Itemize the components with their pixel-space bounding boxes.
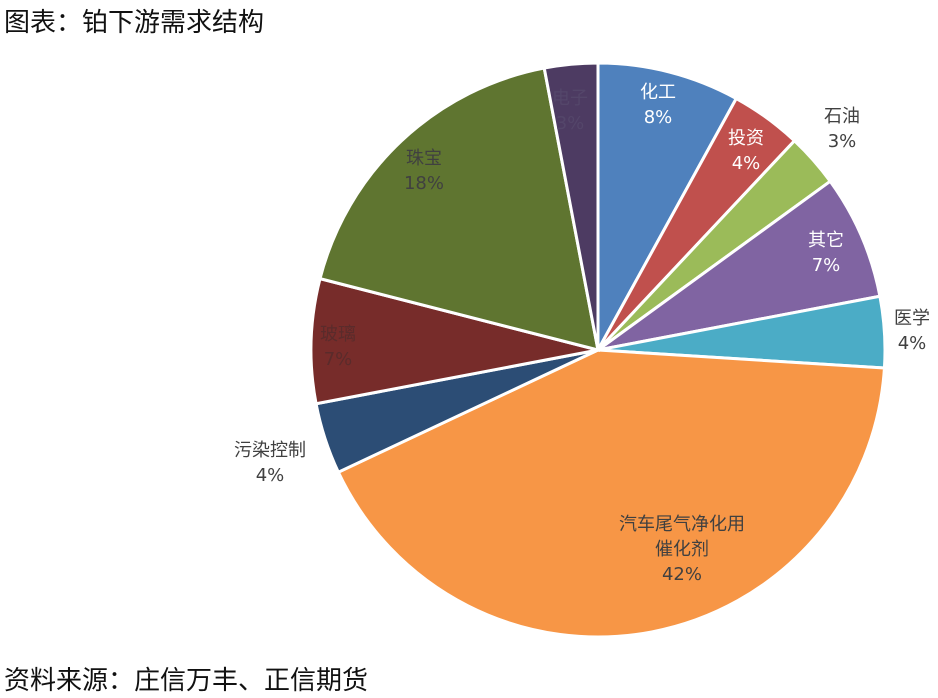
pie-slice <box>542 61 600 351</box>
slice-name: 医学 <box>894 308 930 329</box>
slice-label: 汽车尾气净化用催化剂 42% <box>619 514 745 585</box>
slice-percent: 4% <box>256 465 285 486</box>
slice-label: 化工 8% <box>640 82 676 128</box>
slice-name: 玻璃 <box>320 324 356 345</box>
slice-label: 电子 3% <box>552 88 588 134</box>
pie-slice <box>309 276 599 406</box>
slice-name: 化工 <box>640 82 676 103</box>
pie-slice <box>597 179 882 352</box>
figure-title: 图表：铂下游需求结构 <box>4 8 265 38</box>
pie-slice <box>596 61 739 351</box>
slice-percent: 3% <box>828 131 857 152</box>
pie-slice <box>336 348 887 639</box>
slice-label: 其它 7% <box>808 230 844 276</box>
slice-label: 投资 4% <box>728 128 764 174</box>
slice-percent: 3% <box>556 113 585 134</box>
slice-percent: 8% <box>644 107 673 128</box>
slice-percent: 18% <box>404 173 444 194</box>
source-note: 资料来源：庄信万丰、正信期货 <box>4 666 369 696</box>
slice-name: 汽车尾气净化用 <box>619 514 745 535</box>
slice-percent: 7% <box>324 349 353 370</box>
slice-label: 玻璃 7% <box>320 324 356 370</box>
slice-label: 珠宝 18% <box>404 148 444 194</box>
pie-slice <box>318 66 600 353</box>
slice-name: 其它 <box>808 230 844 251</box>
slice-label: 污染控制 4% <box>234 440 306 486</box>
slice-name: 珠宝 <box>406 148 442 169</box>
slice-name: 催化剂 <box>655 539 709 560</box>
slice-name: 石油 <box>824 106 860 127</box>
slice-percent: 4% <box>732 153 761 174</box>
slice-name: 污染控制 <box>234 440 306 461</box>
slice-name: 投资 <box>728 128 764 149</box>
slice-label: 石油 3% <box>824 106 860 152</box>
slice-percent: 42% <box>662 564 702 585</box>
slice-label: 医学 4% <box>894 308 930 354</box>
slice-percent: 7% <box>812 255 841 276</box>
slice-percent: 4% <box>898 333 927 354</box>
slice-name: 电子 <box>552 88 588 109</box>
